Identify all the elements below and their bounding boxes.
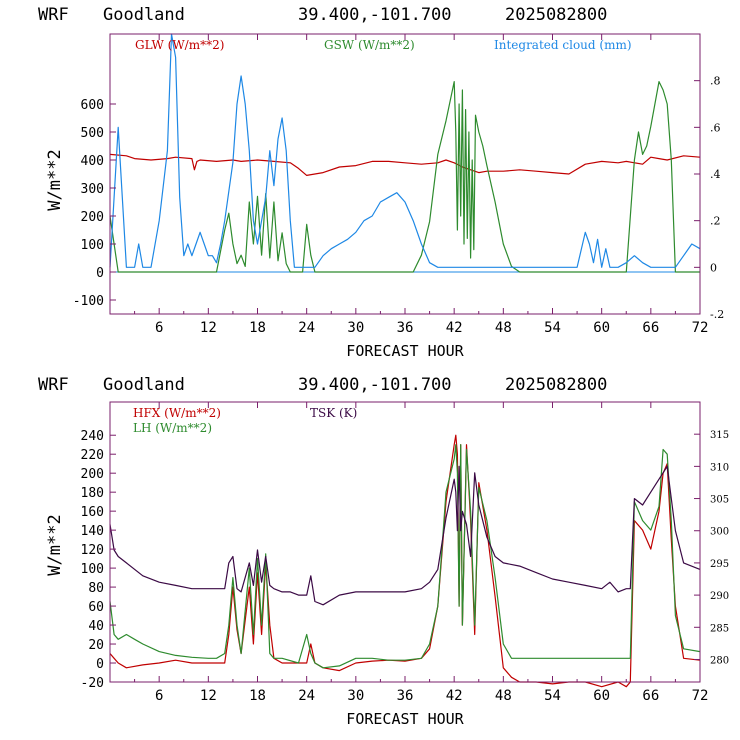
y-tick-label: -20 <box>81 676 104 691</box>
y2-tick-label: 280 <box>710 655 729 666</box>
x-tick-label: 18 <box>249 320 266 336</box>
y-tick-label: 200 <box>81 210 104 225</box>
y-tick-label: 140 <box>81 524 104 539</box>
panel2-xlabel: FORECAST HOUR <box>346 710 464 728</box>
flux-skin-temp-panel: 6 12 18 24 30 36 42 48 54 60 66 72 -20 0 20 40 60 80 100 12… <box>45 401 729 728</box>
y-tick-label: 60 <box>88 600 104 615</box>
panel1-header: WRF Goodland 39.400,-101.700 2025082800 <box>38 5 607 25</box>
y-tick-label: 240 <box>81 429 104 444</box>
x-tick-label: 72 <box>692 688 709 704</box>
y2-tick-label: .8 <box>710 75 721 88</box>
legend-cloud: Integrated cloud (mm) <box>494 38 632 52</box>
x-tick-label: 48 <box>495 688 512 704</box>
panel1-model: WRF <box>38 5 69 25</box>
x-tick-label: 24 <box>298 688 315 704</box>
panel2-model: WRF <box>38 375 69 395</box>
panel2-ylabel: W/m**2 <box>45 514 65 575</box>
x-tick-label: 54 <box>544 320 561 336</box>
x-tick-label: 12 <box>200 320 217 336</box>
panel1-series <box>109 33 701 273</box>
panel1-ticks: 6 12 18 24 30 36 42 48 54 60 66 72 -100 0 100 200 300 400… <box>73 34 724 336</box>
y2-tick-label: 310 <box>710 462 729 473</box>
y2-tick-label: 285 <box>710 623 729 634</box>
y-tick-label: 220 <box>81 448 104 463</box>
legend-tsk: TSK (K) <box>310 406 357 420</box>
y-tick-label: 0 <box>96 266 104 281</box>
y-tick-label: -100 <box>73 294 104 309</box>
y-tick-label: 160 <box>81 505 104 520</box>
x-tick-label: 66 <box>642 688 659 704</box>
series-line-glw <box>109 153 701 176</box>
x-tick-label: 6 <box>155 320 163 336</box>
panel2-station: Goodland <box>103 375 185 395</box>
x-tick-label: 48 <box>495 320 512 336</box>
y2-tick-label: 315 <box>710 430 729 441</box>
y2-tick-label: -.2 <box>710 308 724 321</box>
legend-lh: LH (W/m**2) <box>133 421 212 435</box>
x-tick-label: 42 <box>446 688 463 704</box>
y2-tick-label: .4 <box>710 168 721 181</box>
panel2-series <box>109 434 701 688</box>
y-tick-label: 200 <box>81 467 104 482</box>
y-tick-label: 100 <box>81 238 104 253</box>
panel2-date: 2025082800 <box>505 375 607 395</box>
series-line-tsk <box>109 465 701 606</box>
x-tick-label: 60 <box>593 320 610 336</box>
y2-tick-label: 300 <box>710 527 729 538</box>
x-tick-label: 18 <box>249 688 266 704</box>
y2-tick-label: 305 <box>710 495 729 506</box>
y2-tick-label: 290 <box>710 591 729 602</box>
legend-gsw: GSW (W/m**2) <box>324 38 415 52</box>
x-tick-label: 6 <box>155 688 163 704</box>
x-tick-label: 60 <box>593 688 610 704</box>
series-line-gsw <box>109 80 700 273</box>
legend-hfx: HFX (W/m**2) <box>133 406 221 420</box>
y2-tick-label: 295 <box>710 559 729 570</box>
x-tick-label: 36 <box>397 320 414 336</box>
x-tick-label: 30 <box>347 320 364 336</box>
y2-tick-label: .6 <box>710 121 721 134</box>
panel1-ylabel: W/m**2 <box>45 149 65 210</box>
x-tick-label: 72 <box>692 320 709 336</box>
y-tick-label: 400 <box>81 154 104 169</box>
x-tick-label: 54 <box>544 688 561 704</box>
y-tick-label: 600 <box>81 98 104 113</box>
x-tick-label: 12 <box>200 688 217 704</box>
series-line-cloud <box>109 33 701 268</box>
x-tick-label: 36 <box>397 688 414 704</box>
panel2-header: WRF Goodland 39.400,-101.700 2025082800 <box>38 375 607 395</box>
series-line-lh <box>109 444 701 669</box>
panel2-coords: 39.400,-101.700 <box>298 375 452 395</box>
y-tick-label: 180 <box>81 486 104 501</box>
panel1-date: 2025082800 <box>505 5 607 25</box>
y-tick-label: 80 <box>88 581 104 596</box>
panel1-station: Goodland <box>103 5 185 25</box>
y-tick-label: 40 <box>88 619 104 634</box>
y2-tick-label: .2 <box>710 215 721 228</box>
panel1-coords: 39.400,-101.700 <box>298 5 452 25</box>
y-tick-label: 300 <box>81 182 104 197</box>
x-tick-label: 24 <box>298 320 315 336</box>
panel2-ticks: 6 12 18 24 30 36 42 48 54 60 66 72 -20 0 20 40 60 80 100 12… <box>81 402 729 704</box>
panel2-legend: HFX (W/m**2) LH (W/m**2) TSK (K) <box>133 406 357 435</box>
y-tick-label: 100 <box>81 562 104 577</box>
legend-glw: GLW (W/m**2) <box>135 38 224 52</box>
x-tick-label: 42 <box>446 320 463 336</box>
panel1-legend: GLW (W/m**2) GSW (W/m**2) Integrated clo… <box>135 38 632 52</box>
y2-tick-label: 0 <box>710 261 717 274</box>
y-tick-label: 0 <box>96 657 104 672</box>
x-tick-label: 66 <box>642 320 659 336</box>
y-tick-label: 20 <box>88 638 104 653</box>
y-tick-label: 500 <box>81 126 104 141</box>
panel1-xlabel: FORECAST HOUR <box>346 342 464 360</box>
radiation-cloud-panel: 6 12 18 24 30 36 42 48 54 60 66 72 -100 0 100 200 300 400… <box>45 33 724 360</box>
y-tick-label: 120 <box>81 543 104 558</box>
x-tick-label: 30 <box>347 688 364 704</box>
